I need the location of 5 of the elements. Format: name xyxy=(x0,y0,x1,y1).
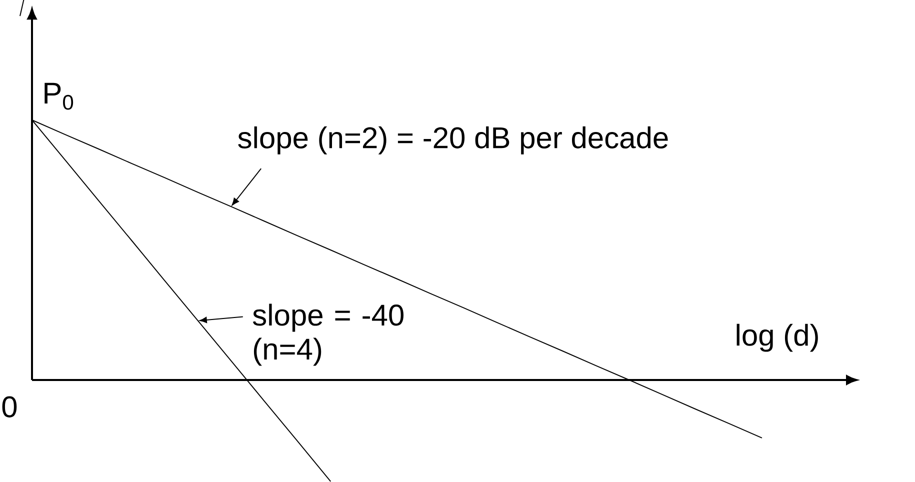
y-axis-title: P$_{0}$ xyxy=(44,82,74,110)
annotation: slope = -40 (n=4) xyxy=(252,304,404,366)
annotation: 0 xyxy=(2,396,17,418)
annotation: slope (n=2) = -20 dB per decade xyxy=(238,126,668,154)
x-axis-title: log (d) xyxy=(736,324,818,352)
